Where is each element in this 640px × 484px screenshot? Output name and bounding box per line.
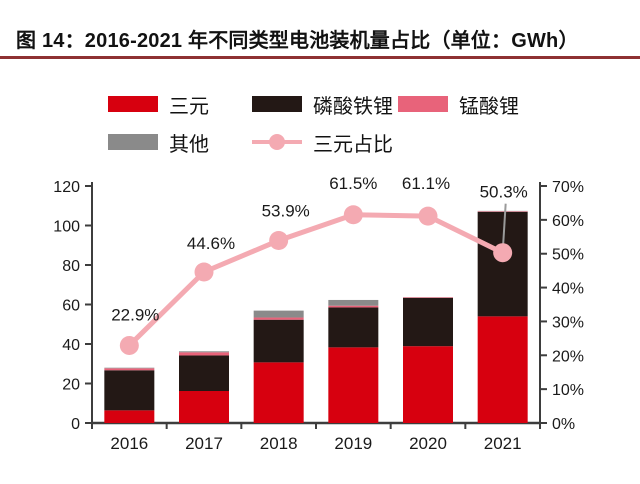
bar-segment-ternary-2016 [104, 410, 155, 423]
legend-item-ternary-share: 三元占比 [252, 133, 393, 156]
bar-segment-lfp-2021 [477, 211, 528, 317]
bar-segment-lfp-2020 [403, 297, 453, 347]
bar-segment-ternary-2020 [403, 346, 453, 423]
bar-segment-lmo-2018 [253, 317, 304, 320]
right-axis-tick-label: 40% [552, 281, 584, 298]
title-underline [0, 56, 640, 59]
data-point-marker [119, 335, 139, 355]
left-axis-tick-label: 60 [62, 298, 80, 315]
left-axis-tick-label: 40 [62, 337, 80, 354]
right-axis-tick-label: 50% [552, 247, 584, 264]
legend-item-other: 其他 [108, 133, 209, 156]
legend-label-lfp: 磷酸铁锂 [313, 95, 393, 118]
x-axis-category-label: 2020 [409, 434, 447, 453]
bar-segment-lmo-2017 [179, 352, 229, 356]
legend-line-marker-sample [252, 133, 302, 151]
legend-swatch-other [108, 134, 158, 150]
x-axis-category-label: 2018 [260, 434, 298, 453]
left-axis-tick-label: 100 [53, 219, 80, 236]
right-axis-tick-label: 20% [552, 348, 584, 365]
bar-segment-other-2016 [104, 367, 155, 369]
legend-label-ternary-share: 三元占比 [313, 133, 393, 156]
left-axis-tick-label: 120 [53, 179, 80, 196]
data-label: 50.3% [480, 183, 528, 202]
bar-segment-lfp-2018 [253, 319, 304, 363]
data-point-marker [343, 205, 363, 225]
bar-segment-ternary-2019 [328, 347, 379, 423]
legend-label-other: 其他 [169, 133, 209, 156]
bar-segment-ternary-2021 [477, 316, 528, 423]
bar-segment-ternary-2017 [179, 391, 229, 423]
data-point-marker [418, 206, 438, 226]
data-label: 22.9% [111, 305, 159, 324]
data-label: 44.6% [187, 234, 235, 253]
data-point-marker [493, 243, 513, 263]
chart-legend: 三元 磷酸铁锂 锰酸锂 其他 三元占比 [0, 0, 640, 160]
legend-label-ternary: 三元 [169, 95, 209, 118]
bar-segment-lmo-2020 [403, 297, 453, 298]
right-axis-tick-label: 60% [552, 213, 584, 230]
bar-segment-other-2019 [328, 299, 379, 306]
x-axis-category-label: 2017 [185, 434, 223, 453]
data-label: 61.1% [402, 174, 450, 193]
data-label: 61.5% [329, 174, 377, 193]
right-axis-tick-label: 0% [552, 416, 575, 433]
figure-title: 图 14：2016-2021 年不同类型电池装机量占比（单位：GWh） [16, 30, 579, 52]
legend-swatch-ternary [108, 96, 158, 112]
legend-label-lmo: 锰酸锂 [459, 95, 519, 118]
trend-line-ternary-share [127, 212, 504, 348]
legend-item-ternary: 三元 [108, 95, 209, 118]
right-axis-tick-label: 10% [552, 382, 584, 399]
data-point-marker [194, 262, 214, 282]
bar-segment-lfp-2016 [104, 370, 155, 411]
left-axis-tick-label: 0 [71, 416, 80, 433]
legend-swatch-lmo [398, 96, 448, 112]
bar-segment-lmo-2021 [477, 211, 528, 212]
bar-segment-lmo-2019 [328, 305, 379, 308]
legend-dot-icon [269, 134, 285, 150]
legend-item-lmo: 锰酸锂 [398, 95, 519, 118]
bar-segment-lfp-2017 [179, 355, 229, 392]
data-point-marker [269, 231, 289, 251]
bar-segment-other-2017 [179, 351, 229, 353]
bar-segment-lmo-2016 [104, 368, 155, 371]
bar-segment-ternary-2018 [253, 362, 304, 423]
legend-swatch-lfp [252, 96, 302, 112]
x-axis-category-label: 2019 [334, 434, 372, 453]
left-axis-tick-label: 20 [62, 377, 80, 394]
x-axis-category-label: 2016 [110, 434, 148, 453]
right-axis-tick-label: 30% [552, 314, 584, 331]
bar-segment-lfp-2019 [328, 307, 379, 348]
bar-segment-other-2018 [253, 310, 304, 318]
legend-item-lfp: 磷酸铁锂 [252, 95, 393, 118]
x-axis-category-label: 2021 [484, 434, 522, 453]
data-label: 53.9% [262, 202, 310, 221]
left-axis-tick-label: 80 [62, 258, 80, 275]
right-axis-tick-label: 70% [552, 179, 584, 196]
